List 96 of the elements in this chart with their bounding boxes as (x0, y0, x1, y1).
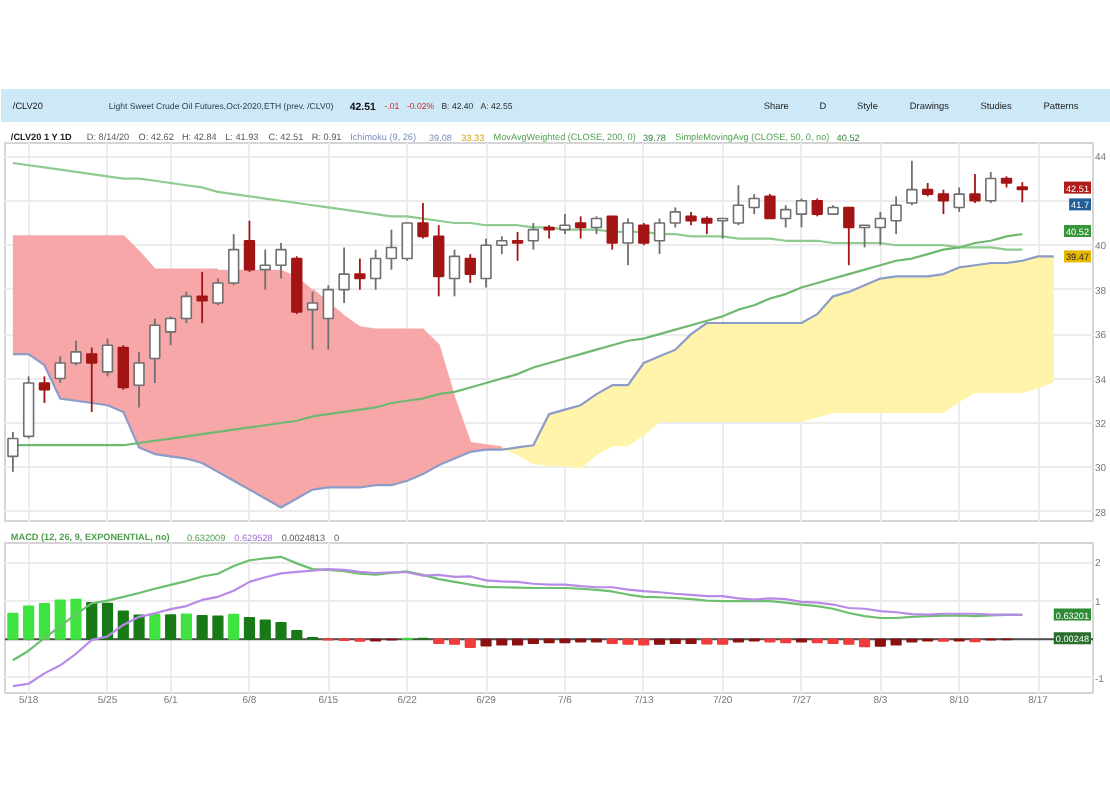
candlestick (70, 339, 82, 367)
bar (622, 638, 634, 645)
candlestick (890, 195, 902, 236)
candlestick (196, 270, 208, 324)
candlestick (843, 206, 855, 267)
candlestick (795, 197, 808, 229)
bar (101, 602, 114, 640)
candlestick (937, 188, 950, 216)
bar (180, 613, 192, 640)
candlestick (7, 430, 19, 473)
candlestick (212, 277, 224, 307)
bar (843, 638, 855, 645)
bar (512, 638, 524, 646)
candlestick (306, 290, 319, 351)
candlestick (653, 217, 666, 256)
candlestick (164, 315, 177, 347)
candlestick (133, 350, 145, 409)
bar (638, 638, 650, 646)
bar (38, 603, 51, 640)
bar (606, 638, 618, 645)
candlestick (275, 242, 287, 280)
candlestick (953, 186, 965, 213)
candlestick (1016, 181, 1028, 204)
candlestick (764, 193, 776, 220)
bar (54, 599, 66, 640)
line-series (11, 568, 1024, 688)
candlestick (228, 233, 240, 287)
candlestick (401, 222, 413, 262)
candlestick (243, 219, 256, 273)
bar (149, 613, 161, 640)
candlestick (180, 290, 193, 324)
bar (669, 638, 681, 645)
bar (874, 638, 886, 647)
candlestick (638, 222, 650, 247)
bar (527, 638, 539, 645)
candlestick (338, 246, 350, 304)
bar (228, 613, 240, 640)
candlestick (101, 337, 114, 378)
line-series (11, 161, 1024, 251)
bar (212, 615, 224, 640)
bar (70, 598, 82, 640)
bar (433, 638, 445, 645)
candlestick (969, 173, 981, 204)
line-series (11, 255, 1055, 509)
candlestick (354, 257, 366, 291)
candlestick (385, 228, 398, 271)
candlestick (86, 346, 98, 413)
candlestick (780, 204, 792, 229)
bar (496, 638, 508, 646)
bar (275, 621, 287, 640)
candlestick (433, 224, 445, 298)
candlestick (622, 217, 634, 267)
bar (196, 614, 208, 640)
candlestick (54, 355, 66, 384)
bar (685, 638, 697, 645)
bar (480, 638, 492, 647)
candlestick (417, 202, 429, 240)
candlestick (464, 253, 476, 284)
candlestick (259, 248, 271, 291)
bar (717, 638, 729, 645)
candlestick (511, 230, 524, 262)
candlestick (527, 222, 540, 251)
candlestick (448, 248, 461, 298)
candlestick (559, 213, 571, 236)
bar (133, 614, 145, 640)
bar (259, 619, 271, 640)
bar (890, 638, 902, 646)
candlestick (985, 170, 997, 204)
bar (858, 638, 871, 648)
bar (243, 616, 256, 640)
candlestick (858, 224, 871, 249)
candlestick (669, 206, 681, 229)
candlestick (117, 344, 129, 391)
candlestick (322, 284, 335, 351)
bar (7, 612, 19, 640)
candlestick (732, 184, 745, 227)
candlestick (574, 215, 587, 240)
candlestick (606, 215, 618, 251)
bar (827, 638, 839, 645)
candlestick (874, 210, 887, 247)
candlestick (38, 375, 51, 404)
bar (86, 601, 98, 640)
candlestick (748, 193, 760, 216)
candlestick (369, 248, 382, 291)
candlestick (149, 317, 161, 384)
bar (464, 638, 476, 648)
candlestick (716, 217, 729, 240)
bar (653, 638, 666, 645)
candlestick (906, 159, 918, 207)
bar (701, 638, 713, 645)
bar (117, 610, 129, 640)
candlestick (480, 237, 492, 289)
bar (165, 614, 177, 640)
bar (448, 638, 461, 645)
bar (23, 605, 35, 640)
bar (291, 629, 303, 640)
